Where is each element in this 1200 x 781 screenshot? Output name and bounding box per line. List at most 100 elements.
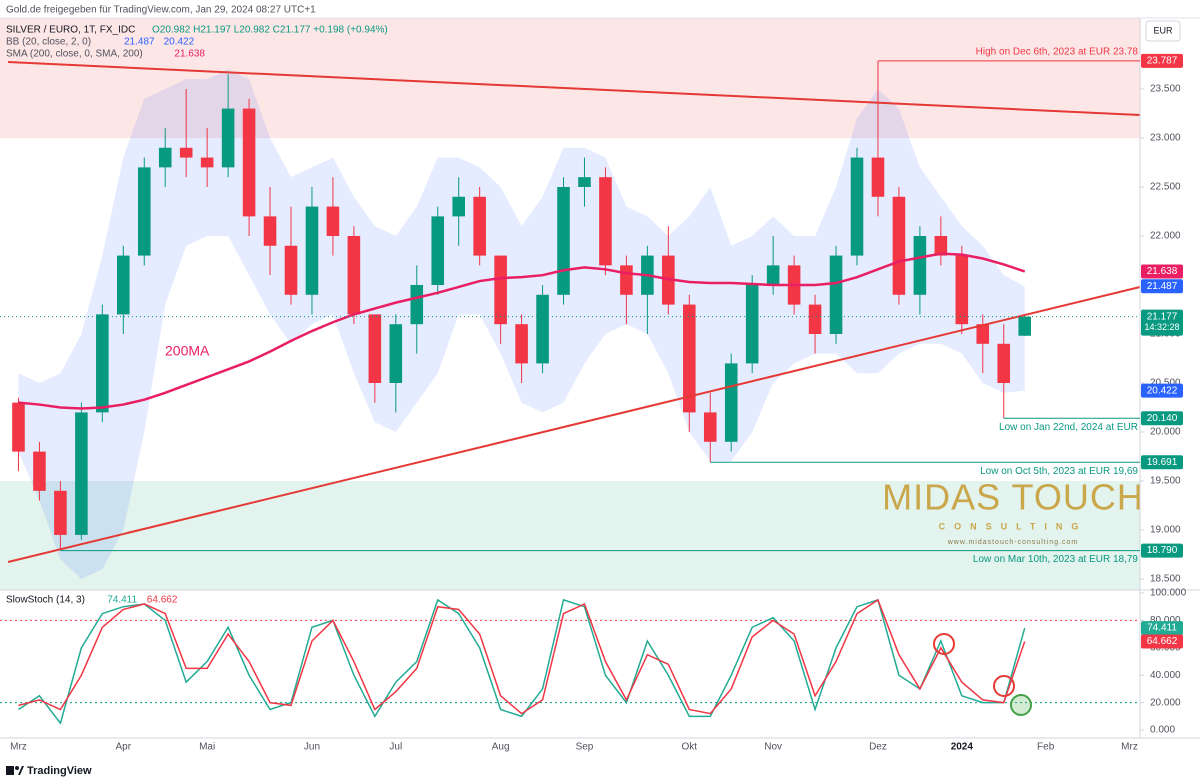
candle-body [263,216,277,246]
legend-name: BB (20, close, 2, 0) [6,37,91,48]
x-tick-label: Sep [576,742,594,753]
price-tag-label: 18.790 [1147,545,1178,556]
logo-glyph [15,766,19,770]
candle-body [200,157,214,168]
watermark-url: www.midastouch-consulting.com [947,539,1079,546]
x-tick-label: Mrz [10,742,27,753]
price-tag-label: 20.140 [1147,413,1178,424]
price-tag-label: 21.177 [1147,311,1178,322]
y-tick-label: 20.000 [1150,697,1181,708]
candle-body [850,157,864,256]
candle-body [934,235,948,256]
candle-body [75,412,88,535]
level-text: Low on Oct 5th, 2023 at EUR 19,69 [980,466,1138,477]
price-tag [1141,383,1183,398]
y-tick-label: 20.000 [1150,427,1181,438]
level-text: Low on Mar 10th, 2023 at EUR 18,79 [973,554,1139,565]
candle-body [913,235,927,295]
candle-body [1018,316,1031,336]
candle-body [473,196,486,256]
candle-body [892,196,906,295]
price-tag [1141,53,1183,68]
x-tick-label: Apr [116,742,132,753]
candle-body [12,402,25,452]
candle-body [557,186,570,295]
price-tag [1141,455,1183,470]
legend-value: 20.422 [164,37,195,48]
x-tick-label: Feb [1037,742,1055,753]
price-tag-label: 20.422 [1147,385,1178,396]
watermark: MIDAS TOUCH CONSULTING www.midastouch-co… [882,477,1144,546]
candle-body [536,294,549,364]
candle-body [724,363,738,442]
y-tick-label: 0.000 [1150,725,1175,736]
price-tag-label: 19.691 [1147,457,1178,468]
x-tick-label: Mrz [1121,742,1138,753]
currency-label: EUR [1153,25,1173,35]
watermark-sub: CONSULTING [939,521,1088,531]
candle-body [745,284,759,364]
sma-line [18,252,1026,410]
price-tag-label: 21.638 [1147,266,1178,277]
y-tick-label: 18.500 [1150,574,1181,585]
candle-body [54,490,67,535]
candle-body [515,324,528,364]
price-tag-label: 74.411 [1147,623,1177,634]
candle-body [829,255,843,334]
candle-body [766,265,780,285]
price-tag [1141,264,1183,279]
candle-body [955,255,969,325]
candle-body [137,167,151,256]
legend-value: 21.487 [124,37,155,48]
x-tick-label: Nov [764,742,782,753]
price-tag [1141,279,1183,294]
legend-value: 64.662 [147,595,178,606]
candle-body [117,255,130,315]
x-tick-label: Okt [682,742,698,753]
y-tick-label: 40.000 [1150,670,1181,681]
footer-logo: TradingView [6,765,92,777]
candle-body [997,343,1011,383]
candle-body [871,157,885,197]
price-tag-label: 23.787 [1147,55,1178,66]
candle-body [368,314,382,383]
resistance-zone [0,18,1140,138]
candle-body [96,314,109,413]
candle-body [221,108,235,168]
price-tag-label: 64.662 [1147,636,1178,647]
price-tag [1141,621,1183,636]
candle-body [33,451,46,491]
watermark-brand: MIDAS TOUCH [882,477,1144,518]
highlight-circle [1010,694,1032,716]
candle-body [683,304,696,413]
candle-body [620,265,633,295]
logo-glyph [18,766,24,775]
support-zone [0,481,1140,590]
price-tag-label: 21.487 [1147,281,1178,292]
x-tick-label: Jul [389,742,402,753]
candle-body [410,284,424,325]
countdown-label: 14:32:28 [1144,322,1179,332]
price-tag [1141,634,1183,649]
y-tick-label: 22.500 [1150,182,1181,193]
candle-body [452,196,465,217]
legend-value: 74.411 [107,595,137,606]
candle-body [305,206,319,295]
candle-body [389,324,403,383]
candle-body [347,235,361,315]
support-trendline [7,286,1141,563]
resistance-trendline [7,61,1141,116]
attribution: Gold.de freigegeben für TradingView.com,… [6,5,316,16]
candle-body [179,147,193,158]
indicator-title: SlowStoch (14, 3) [6,595,85,606]
candle-body [431,216,445,285]
highlight-circle [993,675,1015,697]
x-tick-label: Aug [492,742,510,753]
currency-box [1145,20,1181,42]
footer-logo-text: TradingView [27,765,92,777]
y-tick-label: 20.500 [1150,378,1181,389]
candle-body [494,255,507,325]
y-tick-label: 22.000 [1150,231,1181,242]
legend-value: 21.638 [174,49,205,60]
level-text: Low on Jan 22nd, 2024 at EUR [999,422,1138,433]
